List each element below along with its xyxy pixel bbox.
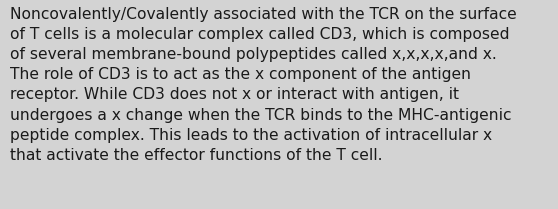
Text: Noncovalently/Covalently associated with the TCR on the surface
of T cells is a : Noncovalently/Covalently associated with…: [10, 7, 517, 163]
